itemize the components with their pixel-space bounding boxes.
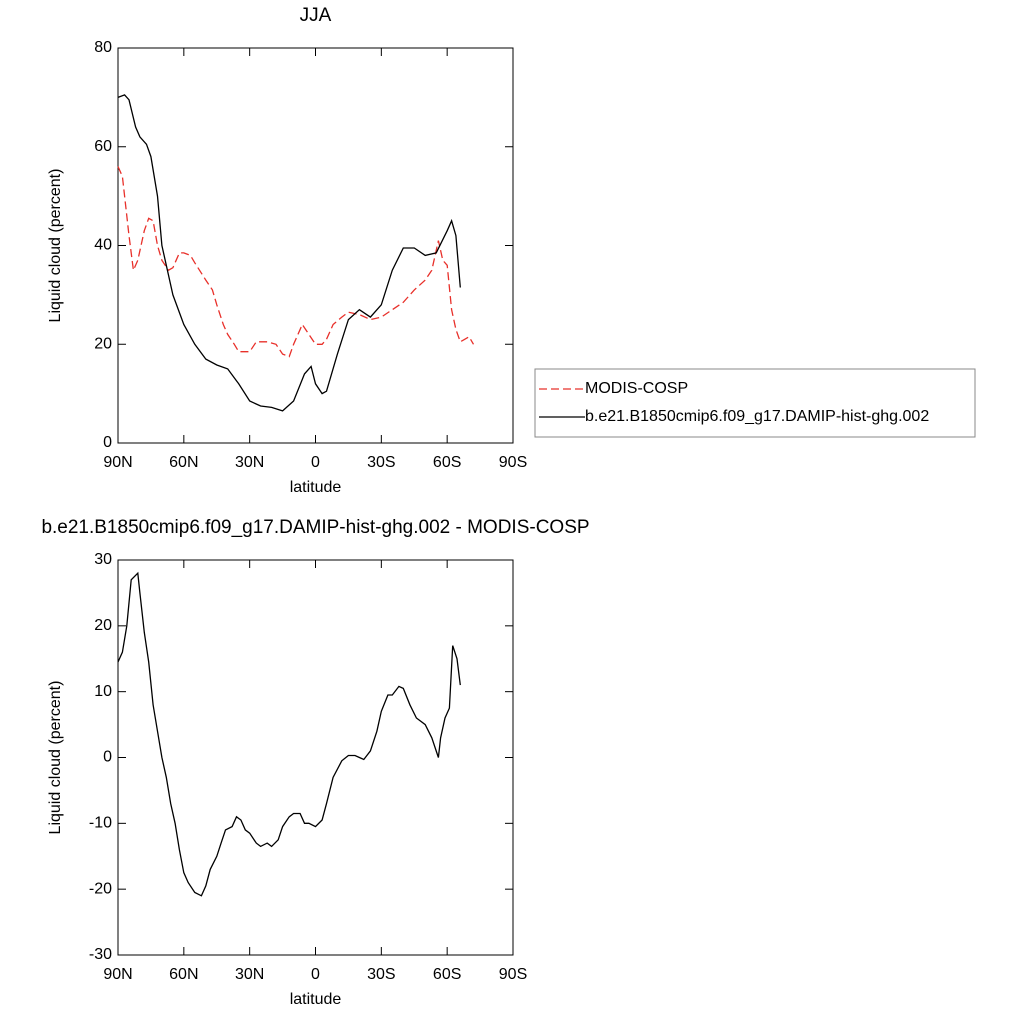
x-tick-label: 30N — [235, 454, 264, 471]
data-line — [117, 166, 475, 358]
y-tick-label: 10 — [94, 683, 112, 700]
x-tick-label: 30S — [367, 966, 395, 983]
plot-frame — [117, 559, 514, 956]
x-tick-label: 0 — [311, 454, 320, 471]
chart-title: JJA — [300, 5, 332, 26]
x-tick-label: 90N — [103, 966, 132, 983]
y-tick-label: -30 — [89, 946, 112, 963]
legend-label: MODIS-COSP — [585, 380, 688, 397]
y-tick-label: 80 — [94, 39, 112, 56]
y-axis-label: Liquid cloud (percent) — [47, 681, 64, 835]
data-line — [117, 571, 461, 897]
y-tick-label: 40 — [94, 237, 112, 254]
x-tick-label: 90S — [499, 454, 527, 471]
x-tick-label: 90S — [499, 966, 527, 983]
y-axis-label: Liquid cloud (percent) — [47, 169, 64, 323]
x-axis-label: latitude — [290, 991, 342, 1008]
y-tick-label: 30 — [94, 551, 112, 568]
x-tick-label: 60N — [169, 454, 198, 471]
y-tick-label: 60 — [94, 138, 112, 155]
legend-label: b.e21.B1850cmip6.f09_g17.DAMIP-hist-ghg.… — [585, 408, 929, 425]
x-tick-label: 30S — [367, 454, 395, 471]
chart-title: b.e21.B1850cmip6.f09_g17.DAMIP-hist-ghg.… — [41, 517, 589, 538]
x-axis-label: latitude — [290, 479, 342, 496]
y-tick-label: -20 — [89, 880, 112, 897]
x-tick-label: 0 — [311, 966, 320, 983]
y-tick-label: 20 — [94, 335, 112, 352]
y-tick-label: 0 — [103, 749, 112, 766]
x-tick-label: 30N — [235, 966, 264, 983]
x-tick-label: 60S — [433, 966, 461, 983]
legend-box — [534, 368, 976, 438]
data-line — [117, 94, 461, 412]
y-tick-label: -10 — [89, 815, 112, 832]
x-tick-label: 60S — [433, 454, 461, 471]
y-tick-label: 20 — [94, 617, 112, 634]
y-tick-label: 0 — [103, 434, 112, 451]
x-tick-label: 60N — [169, 966, 198, 983]
x-tick-label: 90N — [103, 454, 132, 471]
